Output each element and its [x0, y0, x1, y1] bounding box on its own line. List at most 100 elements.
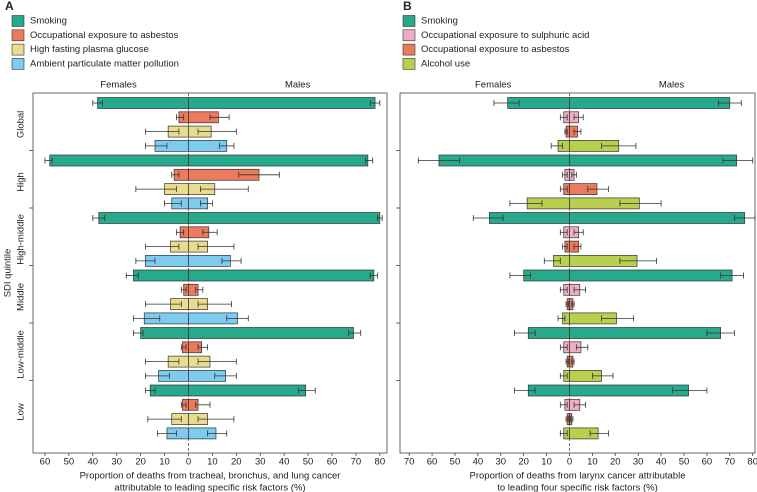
male-error-bar [672, 387, 708, 394]
male-error-bar [197, 344, 209, 351]
x-axis-label: attributable to leading specific risk fa… [114, 483, 305, 492]
male-error-bar [369, 272, 378, 279]
x-tick-label: 50 [450, 457, 461, 468]
female-bar [149, 384, 189, 397]
female-error-bar [564, 128, 568, 135]
female-error-bar [514, 330, 536, 336]
x-tick-label: 10 [541, 457, 552, 468]
female-error-bar [559, 114, 568, 121]
legend-label: Smoking [421, 16, 458, 27]
x-tick-label: 50 [679, 457, 690, 468]
x-tick-label: 70 [404, 457, 415, 468]
x-tick-label: 30 [633, 457, 644, 468]
female-error-bar [176, 229, 185, 236]
male-error-bar [591, 372, 614, 379]
male-bar [188, 269, 375, 282]
female-error-bar [514, 387, 536, 394]
female-error-bar [145, 243, 180, 250]
x-tick-label: 30 [111, 457, 122, 468]
female-error-bar [493, 100, 520, 106]
legend-label: Smoking [30, 16, 67, 27]
male-error-bar [589, 430, 609, 437]
x-tick-label: 80 [747, 457, 757, 468]
x-tick-label: 30 [495, 457, 506, 468]
male-error-bar [573, 401, 586, 408]
female-error-bar [145, 387, 156, 394]
male-bar [569, 384, 689, 397]
female-error-bar [559, 229, 568, 236]
x-axis-label: Proportion of deaths from larynx cancer … [470, 471, 686, 482]
female-error-bar [135, 186, 177, 193]
x-tick-label: 20 [518, 457, 529, 468]
male-error-bar [207, 430, 228, 437]
male-error-bar [200, 186, 249, 193]
x-tick-label: 70 [725, 457, 736, 468]
y-category-label: High-middle [16, 214, 27, 265]
x-tick-label: 50 [303, 457, 314, 468]
female-error-bar [145, 372, 170, 379]
legend-swatch [402, 43, 416, 56]
x-tick-label: 80 [375, 457, 386, 468]
x-tick-label: 20 [610, 457, 621, 468]
male-error-bar [575, 344, 589, 351]
legend-label: Occupational exposure to asbestos [30, 30, 179, 41]
male-error-bar [209, 114, 230, 121]
male-bar [569, 269, 733, 282]
female-error-bar [133, 315, 161, 322]
male-error-bar [365, 157, 374, 164]
males-label: Males [659, 80, 685, 91]
male-bar [569, 97, 731, 109]
x-tick-label: 40 [656, 457, 667, 468]
legend-swatch [402, 58, 416, 70]
x-tick-label: 50 [64, 457, 75, 468]
female-error-bar [550, 142, 564, 149]
female-error-bar [562, 243, 568, 250]
x-tick-label: 40 [88, 457, 99, 468]
female-error-bar [176, 114, 185, 121]
female-error-bar [147, 416, 182, 423]
male-error-bar [573, 229, 584, 236]
y-category-label: Middle [16, 283, 27, 311]
male-bar [569, 212, 746, 224]
male-error-bar [706, 330, 735, 336]
legend-label: Occupational exposure to sulphuric acid [421, 30, 589, 41]
female-error-bar [565, 358, 569, 365]
y-axis-label: SDI quintile [3, 249, 14, 298]
x-tick-label: 20 [135, 457, 146, 468]
x-tick-label: 60 [40, 457, 51, 468]
females-label: Females [100, 80, 137, 91]
y-category-label: Low-middle [16, 330, 27, 379]
x-tick-label: 20 [231, 457, 242, 468]
panel-label: B [403, 0, 412, 13]
male-error-bar [197, 301, 232, 308]
female-error-bar [565, 416, 569, 423]
legend-swatch [11, 43, 25, 56]
male-error-bar [573, 128, 582, 135]
male-bar [569, 154, 738, 167]
x-tick-label: 10 [159, 457, 170, 468]
x-tick-label: 60 [702, 457, 713, 468]
male-error-bar [377, 215, 383, 221]
female-error-bar [559, 372, 568, 379]
male-error-bar [197, 243, 235, 250]
male-error-bar [619, 200, 662, 207]
x-axis-label: Proportion of deaths from tracheal, bron… [80, 471, 341, 482]
male-error-bar [221, 257, 242, 264]
male-error-bar [226, 315, 249, 322]
female-error-bar [509, 200, 543, 207]
male-error-bar [573, 114, 584, 121]
male-error-bar [348, 330, 362, 336]
legend-swatch [402, 29, 416, 42]
female-error-bar [125, 272, 139, 279]
female-error-bar [156, 430, 177, 437]
male-error-bar [202, 229, 218, 236]
female-error-bar [145, 358, 180, 365]
male-error-bar [195, 401, 211, 408]
female-error-bar [180, 401, 187, 408]
male-bar [188, 97, 376, 109]
legend-label: Alcohol use [421, 58, 470, 69]
male-error-bar [571, 301, 575, 308]
female-error-bar [145, 128, 180, 135]
female-error-bar [559, 430, 568, 437]
